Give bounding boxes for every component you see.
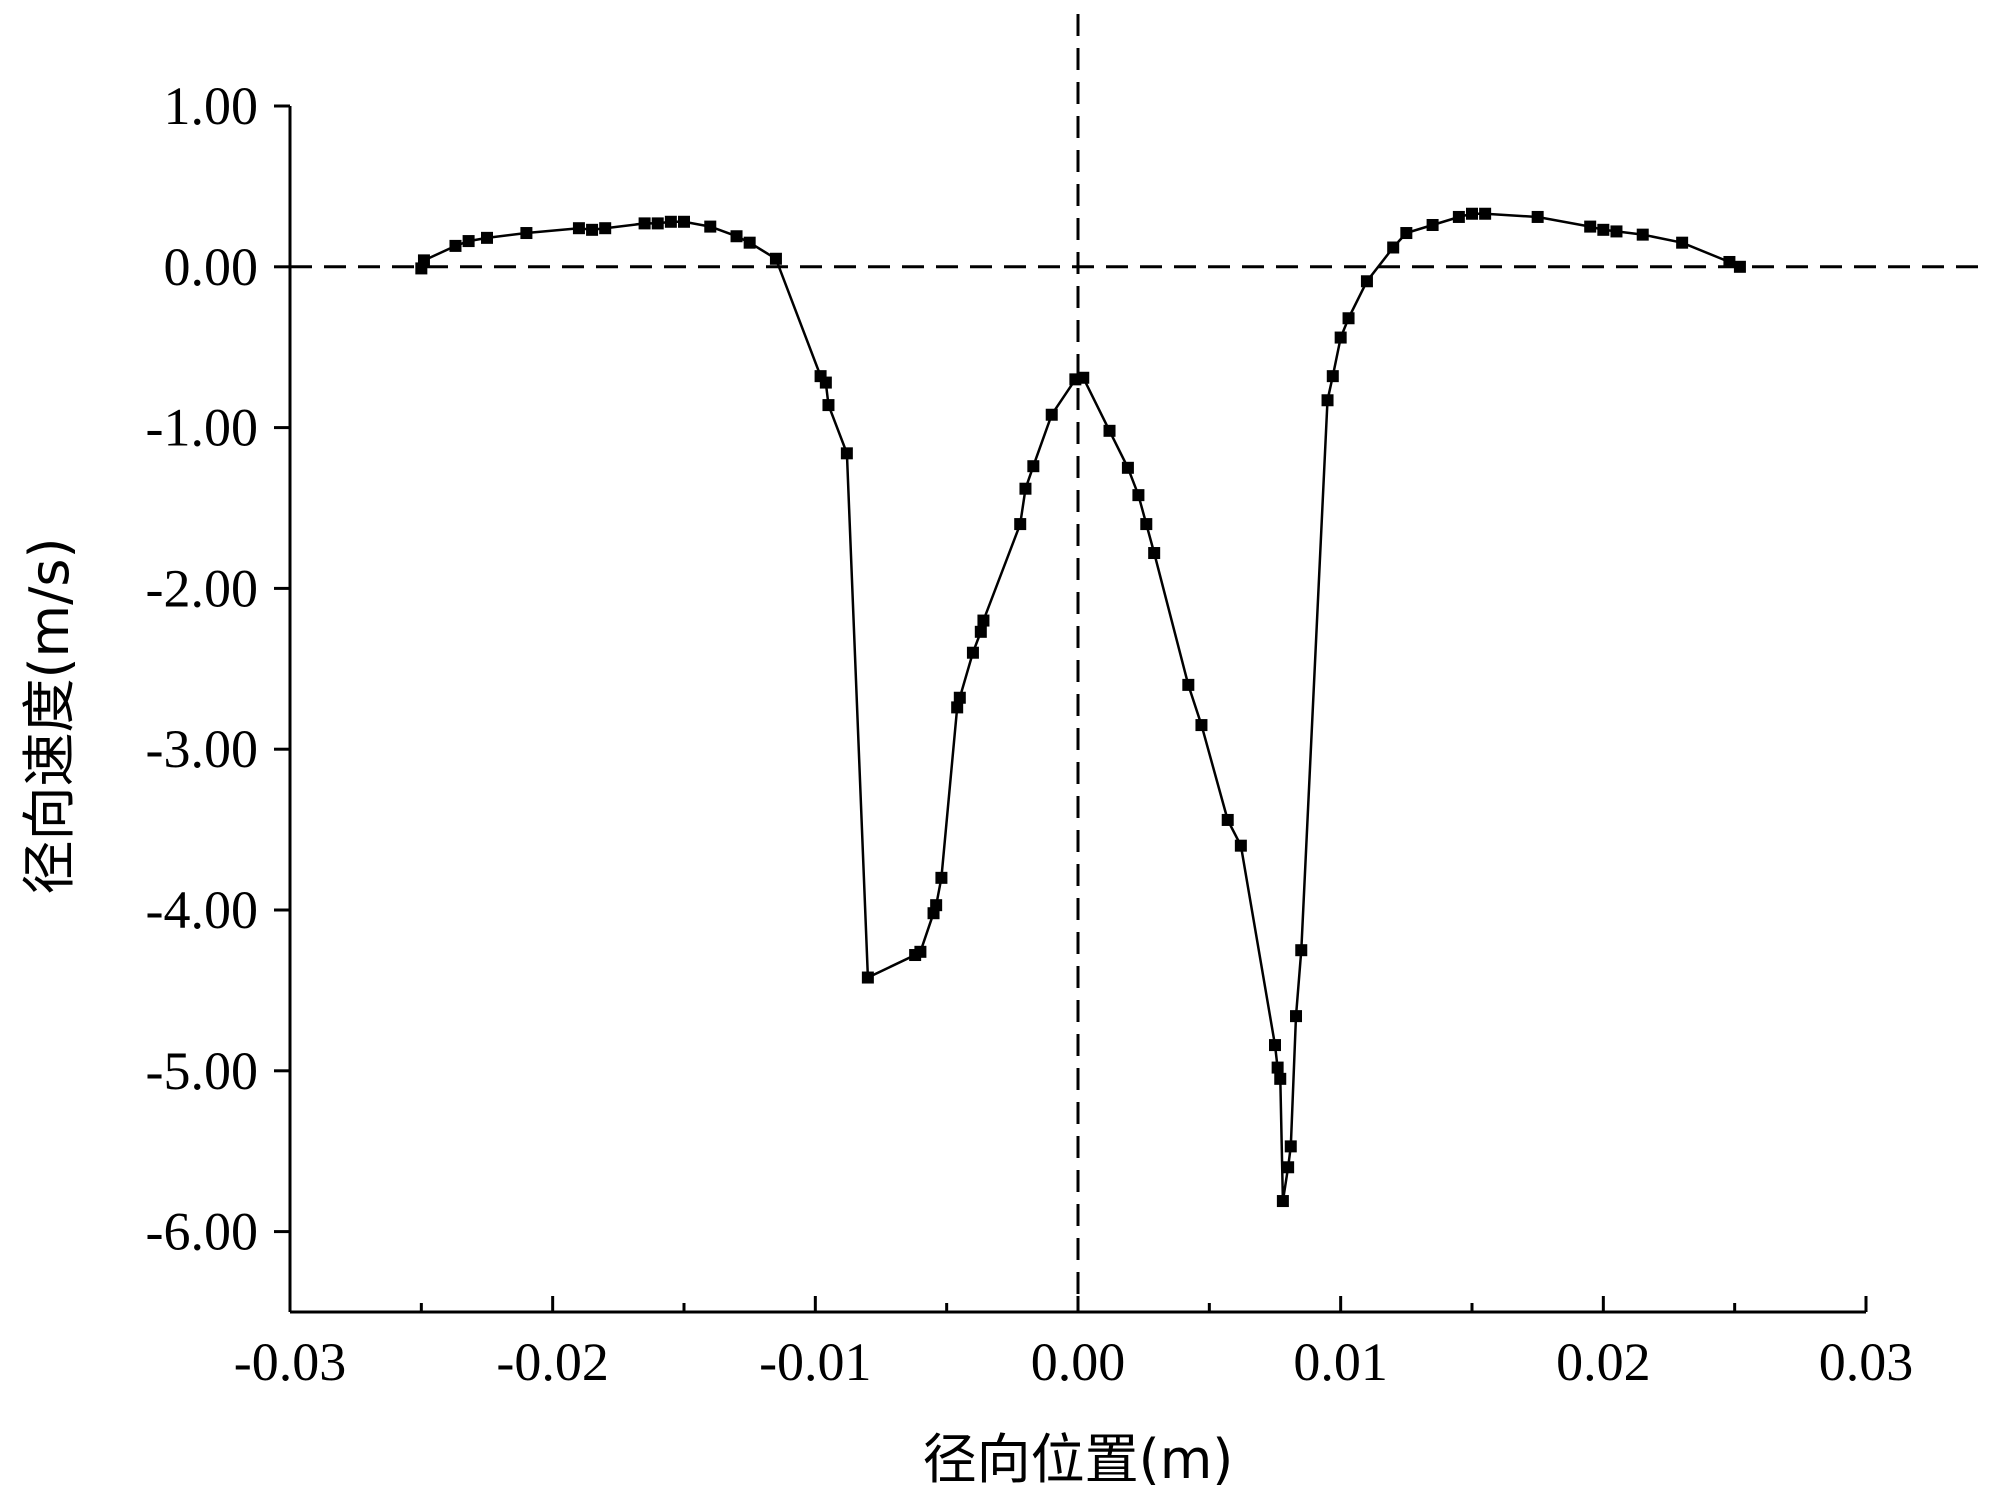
data-point xyxy=(1269,1039,1281,1052)
data-point xyxy=(953,691,966,704)
x-tick-label: 0.00 xyxy=(1031,1332,1126,1392)
data-point xyxy=(1140,518,1153,531)
data-point xyxy=(769,252,782,265)
data-point xyxy=(417,254,430,267)
data-point xyxy=(1636,228,1649,241)
data-point xyxy=(1282,1161,1295,1174)
data-point xyxy=(1723,255,1736,268)
data-point xyxy=(651,217,664,230)
data-point xyxy=(462,235,475,248)
data-point xyxy=(1271,1061,1284,1074)
data-point xyxy=(974,625,987,638)
data-point xyxy=(1479,207,1492,220)
data-point xyxy=(1733,260,1746,273)
data-point xyxy=(1326,370,1339,383)
data-point xyxy=(861,971,874,984)
data-point xyxy=(1045,408,1058,421)
data-point xyxy=(1597,223,1610,236)
x-tick-label: -0.01 xyxy=(759,1332,871,1392)
data-point xyxy=(664,215,677,228)
data-point xyxy=(1584,220,1597,233)
data-point xyxy=(743,236,756,249)
data-point xyxy=(840,447,853,460)
data-point xyxy=(1290,1010,1303,1023)
x-tick-label: -0.03 xyxy=(234,1332,346,1392)
data-point xyxy=(1360,275,1373,288)
series-group xyxy=(415,207,1746,1208)
y-tick-label: -6.00 xyxy=(146,1202,258,1262)
data-point xyxy=(520,227,533,240)
data-point xyxy=(966,646,979,659)
data-point xyxy=(1195,719,1208,732)
data-point xyxy=(1274,1072,1287,1085)
data-point xyxy=(1234,839,1247,852)
data-point xyxy=(449,239,462,252)
data-point xyxy=(1452,210,1465,223)
data-point xyxy=(1284,1140,1297,1153)
data-point xyxy=(822,399,835,412)
data-point xyxy=(1014,518,1027,531)
y-tick-label: -1.00 xyxy=(146,398,258,458)
data-point xyxy=(930,899,943,912)
x-tick-label: -0.02 xyxy=(496,1332,608,1392)
x-axis-ticks: -0.03 -0.02 -0.01 0.00 0.01 0.02 0.03 xyxy=(234,1296,1913,1392)
data-point xyxy=(1426,218,1439,231)
data-point xyxy=(1342,312,1355,325)
y-tick-label: -4.00 xyxy=(146,880,258,940)
data-point xyxy=(1132,489,1145,502)
data-point xyxy=(1295,944,1308,957)
data-point xyxy=(1676,236,1689,249)
x-tick-label: 0.03 xyxy=(1819,1332,1914,1392)
y-tick-label: 0.00 xyxy=(164,237,259,297)
data-point xyxy=(1400,227,1413,240)
data-point xyxy=(1019,482,1032,495)
data-point xyxy=(1321,394,1334,407)
data-point xyxy=(1221,813,1234,826)
data-point xyxy=(1276,1195,1289,1208)
data-point xyxy=(1387,241,1400,254)
data-point xyxy=(1334,331,1347,344)
x-axis-title: 径向位置(m) xyxy=(923,1428,1234,1491)
data-point xyxy=(914,945,927,958)
y-tick-label: 1.00 xyxy=(164,76,259,136)
data-point xyxy=(1077,371,1090,384)
data-point xyxy=(1610,225,1623,238)
data-point xyxy=(1103,424,1116,437)
data-point xyxy=(1121,461,1134,474)
data-point xyxy=(935,871,948,884)
data-point xyxy=(638,217,651,230)
data-point xyxy=(1148,547,1161,560)
x-tick-label: 0.02 xyxy=(1556,1332,1651,1392)
data-point xyxy=(572,222,585,235)
data-point xyxy=(730,230,743,243)
data-point xyxy=(977,614,990,627)
y-axis-ticks: 1.00 0.00 -1.00 -2.00 -3.00 -4.00 -5.00 -6.00 xyxy=(146,76,290,1262)
x-tick-label: 0.01 xyxy=(1293,1332,1388,1392)
data-point xyxy=(1182,678,1195,691)
data-point xyxy=(1027,460,1040,473)
data-point xyxy=(1466,207,1478,220)
y-tick-label: -3.00 xyxy=(146,719,258,779)
series-line xyxy=(420,212,1741,1202)
data-point xyxy=(704,220,717,233)
data-point xyxy=(1531,210,1544,223)
y-axis-title: 径向速度(m/s) xyxy=(18,537,81,894)
data-point xyxy=(599,222,612,235)
data-point xyxy=(951,701,964,714)
data-point xyxy=(819,376,832,389)
data-point xyxy=(481,231,493,244)
y-tick-label: -2.00 xyxy=(146,558,258,618)
data-point xyxy=(586,223,599,236)
reference-lines xyxy=(290,14,1984,1312)
data-point xyxy=(678,215,690,228)
y-tick-label: -5.00 xyxy=(146,1041,258,1101)
